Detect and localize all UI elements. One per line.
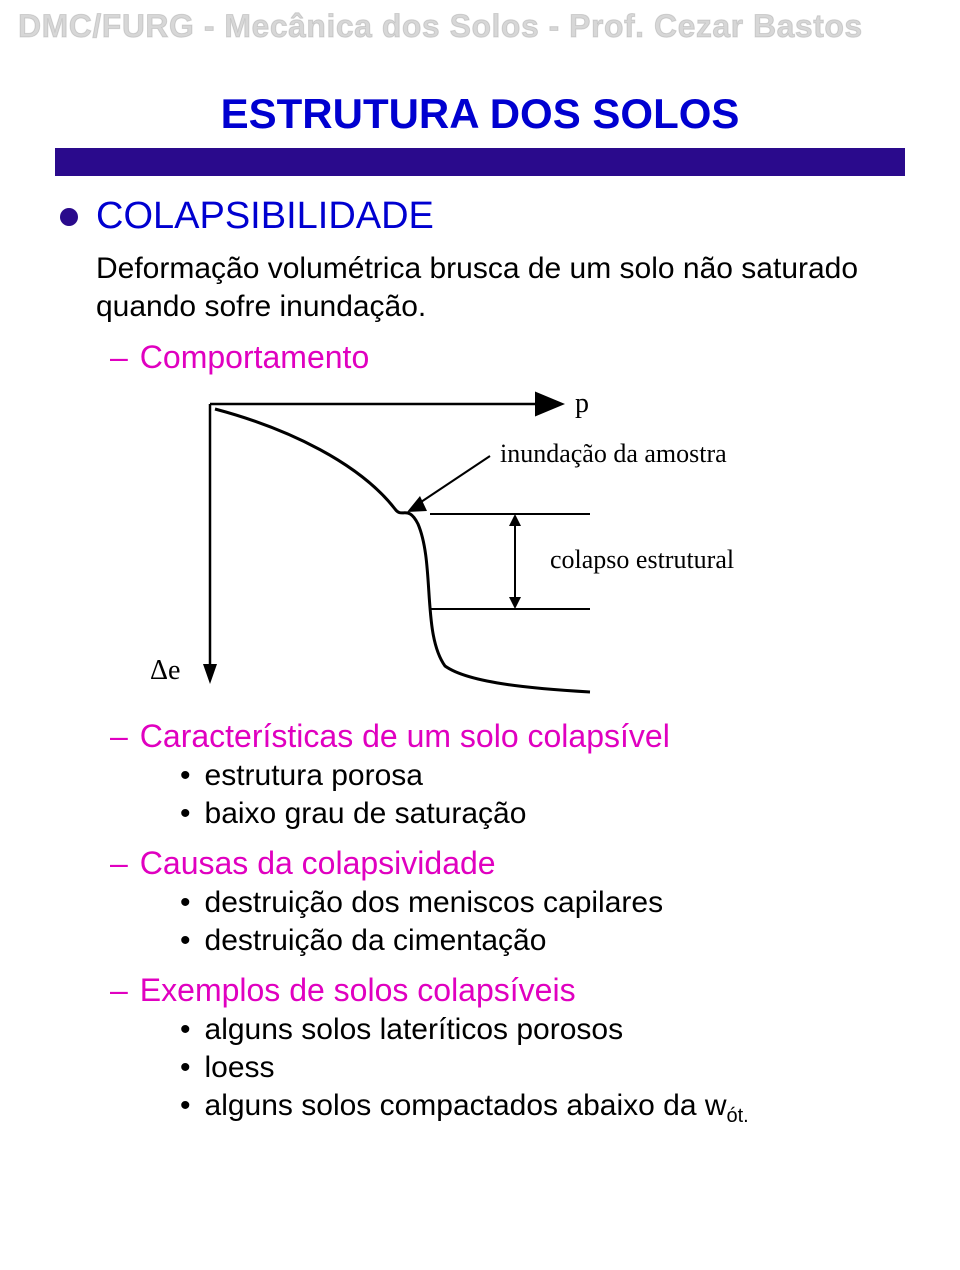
dash-icon: – [110, 845, 128, 882]
caract-item-0: • estrutura porosa [180, 759, 900, 793]
dot-icon: • [180, 1015, 191, 1045]
sub-caracteristicas: – Características de um solo colapsível [110, 718, 900, 755]
dash-icon: – [110, 972, 128, 1009]
causas-item-0-text: destruição dos meniscos capilares [205, 886, 664, 920]
bullet-icon [60, 208, 78, 226]
dot-icon: • [180, 926, 191, 956]
watermark-text: DMC/FURG - Mecânica dos Solos - Prof. Ce… [18, 8, 863, 45]
exemplos-item-1: • loess [180, 1051, 900, 1085]
exemplos-item-0: • alguns solos lateríticos porosos [180, 1013, 900, 1047]
sub-exemplos-label: Exemplos de solos colapsíveis [140, 972, 576, 1009]
exemplos-item-2-subscript: ót. [727, 1105, 749, 1127]
dot-icon: • [180, 1053, 191, 1083]
exemplos-item-1-text: loess [205, 1051, 275, 1085]
magnitude-arrow-down [509, 597, 521, 609]
dash-icon: – [110, 339, 128, 376]
sub-comportamento: – Comportamento [110, 339, 900, 376]
exemplos-item-0-text: alguns solos lateríticos porosos [205, 1013, 624, 1047]
diagram-container: p Δe inundação da amostra colapso estrut… [120, 384, 880, 704]
title-accent-bar [55, 148, 905, 176]
exemplos-item-2-text: alguns solos compactados abaixo da wót. [205, 1089, 749, 1128]
dash-icon: – [110, 718, 128, 755]
x-axis-label: p [575, 388, 589, 419]
sub-exemplos: – Exemplos de solos colapsíveis [110, 972, 900, 1009]
exemplos-item-2-main: alguns solos compactados abaixo da w [205, 1089, 727, 1122]
causas-item-0: • destruição dos meniscos capilares [180, 886, 900, 920]
definition-text: Deformação volumétrica brusca de um solo… [96, 250, 900, 325]
y-axis-label: Δe [150, 655, 180, 686]
main-bullet-row: COLAPSIBILIDADE [60, 195, 900, 238]
caract-item-1-text: baixo grau de saturação [205, 797, 527, 831]
y-axis-arrowhead [203, 664, 217, 684]
caract-item-1: • baixo grau de saturação [180, 797, 900, 831]
magnitude-arrow-up [509, 514, 521, 526]
sub-comportamento-label: Comportamento [140, 339, 369, 376]
dot-icon: • [180, 761, 191, 791]
sub-caracteristicas-label: Características de um solo colapsível [140, 718, 670, 755]
dot-icon: • [180, 888, 191, 918]
causas-item-1: • destruição da cimentação [180, 924, 900, 958]
section-heading: COLAPSIBILIDADE [96, 195, 434, 238]
sub-causas: – Causas da colapsividade [110, 845, 900, 882]
slide-content: COLAPSIBILIDADE Deformação volumétrica b… [60, 195, 900, 1128]
slide-title: ESTRUTURA DOS SOLOS [0, 90, 960, 138]
dot-icon: • [180, 1091, 191, 1121]
caract-item-0-text: estrutura porosa [205, 759, 423, 793]
sub-causas-label: Causas da colapsividade [140, 845, 496, 882]
inundacao-pointer-line [415, 456, 490, 506]
exemplos-item-2: • alguns solos compactados abaixo da wót… [180, 1089, 900, 1128]
inundacao-pointer-arrowhead [407, 496, 427, 512]
label-inundacao: inundação da amostra [500, 439, 727, 468]
label-colapso: colapso estrutural [550, 545, 734, 574]
dot-icon: • [180, 799, 191, 829]
title-block: ESTRUTURA DOS SOLOS [0, 90, 960, 176]
diagram-svg: p Δe inundação da amostra colapso estrut… [120, 384, 880, 704]
causas-item-1-text: destruição da cimentação [205, 924, 547, 958]
